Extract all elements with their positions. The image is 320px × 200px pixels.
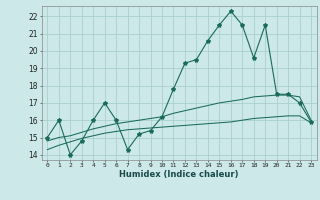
X-axis label: Humidex (Indice chaleur): Humidex (Indice chaleur): [119, 170, 239, 179]
